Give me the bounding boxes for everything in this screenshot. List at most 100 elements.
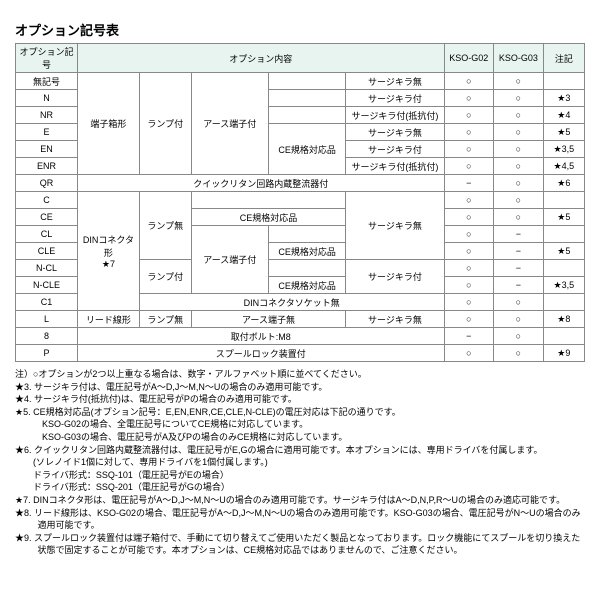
cell: E <box>16 124 78 141</box>
cell: DINコネクタソケット無 <box>139 294 444 311</box>
cell: N-CL <box>16 260 78 277</box>
cell: − <box>494 277 544 294</box>
cell: ランプ無 <box>139 311 191 328</box>
h-code: オプション記号 <box>16 44 78 73</box>
cell: サージキラ付(抵抗付) <box>346 107 444 124</box>
cell: ○ <box>444 243 494 260</box>
note: (ソレノイド1個に対して、専用ドライバを1個付属します。) <box>15 456 585 469</box>
note: ドライバ形式：SSQ-201（電圧記号がGの場合） <box>15 481 585 494</box>
cell: ★3 <box>543 90 584 107</box>
cell <box>543 260 584 277</box>
cell: CL <box>16 226 78 243</box>
cell: ○ <box>494 73 544 90</box>
h-g02: KSO-G02 <box>444 44 494 73</box>
note: ★5. CE規格対応品(オプション記号：E,EN,ENR,CE,CLE,N-CL… <box>15 406 585 419</box>
cell: ○ <box>444 124 494 141</box>
cell: ★3,5 <box>543 141 584 158</box>
h-g03: KSO-G03 <box>494 44 544 73</box>
cell <box>543 73 584 90</box>
cell: ★4 <box>543 107 584 124</box>
cell: ○ <box>494 192 544 209</box>
cell: CE規格対応品 <box>191 209 346 226</box>
cell: ランプ付 <box>139 260 191 294</box>
cell <box>543 294 584 311</box>
cell: CE規格対応品 <box>268 124 345 175</box>
cell: ○ <box>494 328 544 345</box>
cell: サージキラ無 <box>346 124 444 141</box>
cell: ○ <box>494 311 544 328</box>
note: 注）○オプションが2つ以上重なる場合は、数字・アルファベット順に並べてください。 <box>15 368 585 381</box>
cell: ★4,5 <box>543 158 584 175</box>
cell: CE規格対応品 <box>268 243 345 260</box>
h-note: 注記 <box>543 44 584 73</box>
cell: ENR <box>16 158 78 175</box>
note: ★8. リード線形は、KSO-G02の場合、電圧記号がA〜D,J〜M,N〜Uの場… <box>15 507 585 532</box>
cell: ○ <box>494 209 544 226</box>
cell: CLE <box>16 243 78 260</box>
cell <box>543 226 584 243</box>
cell: サージキラ無 <box>346 311 444 328</box>
cell: 端子箱形 <box>77 73 139 175</box>
cell: リード線形 <box>77 311 139 328</box>
cell: N-CLE <box>16 277 78 294</box>
cell: ランプ無 <box>139 192 191 260</box>
cell: アース端子無 <box>191 311 346 328</box>
cell: ○ <box>494 345 544 362</box>
cell: − <box>444 175 494 192</box>
cell: ○ <box>494 158 544 175</box>
cell: ○ <box>444 90 494 107</box>
cell: P <box>16 345 78 362</box>
note: ★7. DINコネクタ形は、電圧記号がA〜D,J〜M,N〜Uの場合のみ適用可能で… <box>15 494 585 507</box>
cell: L <box>16 311 78 328</box>
cell: サージキラ付 <box>346 90 444 107</box>
cell: − <box>494 226 544 243</box>
cell: ★3,5 <box>543 277 584 294</box>
note: KSO-G02の場合、全電圧記号についてCE規格に対応しています。 <box>15 418 585 431</box>
cell: アース端子付 <box>191 226 268 294</box>
cell: ○ <box>444 277 494 294</box>
note: ★4. サージキラ付(抵抗付)は、電圧記号がPの場合のみ適用可能です。 <box>15 393 585 406</box>
h-content: オプション内容 <box>77 44 444 73</box>
cell: ○ <box>494 107 544 124</box>
cell: ★5 <box>543 124 584 141</box>
cell: アース端子付 <box>191 73 268 175</box>
note: ★3. サージキラ付は、電圧記号がA〜D,J〜M,N〜Uの場合のみ適用可能です。 <box>15 381 585 394</box>
cell: クイックリタン回路内蔵整流器付 <box>77 175 444 192</box>
cell <box>543 328 584 345</box>
cell: ○ <box>444 192 494 209</box>
notes-block: 注）○オプションが2つ以上重なる場合は、数字・アルファベット順に並べてください。… <box>15 368 585 557</box>
cell: ★9 <box>543 345 584 362</box>
cell: ○ <box>494 175 544 192</box>
cell: ○ <box>494 294 544 311</box>
options-table: オプション記号 オプション内容 KSO-G02 KSO-G03 注記 無記号 端… <box>15 43 585 362</box>
cell: − <box>494 260 544 277</box>
cell: N <box>16 90 78 107</box>
cell: サージキラ付 <box>346 141 444 158</box>
cell: ランプ付 <box>139 73 191 175</box>
cell: C1 <box>16 294 78 311</box>
cell: サージキラ付(抵抗付) <box>346 158 444 175</box>
cell: 取付ボルト:M8 <box>77 328 444 345</box>
cell <box>543 192 584 209</box>
cell: ○ <box>444 260 494 277</box>
cell: DINコネクタ形 ★7 <box>77 192 139 311</box>
cell: ★5 <box>543 243 584 260</box>
cell: CE規格対応品 <box>268 277 345 294</box>
cell: − <box>444 328 494 345</box>
cell: ○ <box>494 90 544 107</box>
cell: NR <box>16 107 78 124</box>
cell: スプールロック装置付 <box>77 345 444 362</box>
cell: ★6 <box>543 175 584 192</box>
cell: C <box>16 192 78 209</box>
cell: ○ <box>444 107 494 124</box>
cell: − <box>494 243 544 260</box>
note: ★9. スプールロック装置付は端子箱付で、手動にて切り替えてご使用いただく製品と… <box>15 532 585 557</box>
cell: ★5 <box>543 209 584 226</box>
note: ドライバ形式：SSQ-101（電圧記号がEの場合） <box>15 469 585 482</box>
cell: ○ <box>444 141 494 158</box>
note: ★6. クイックリタン回路内蔵整流器付は、電圧記号がE,Gの場合に適用可能です。… <box>15 444 585 457</box>
cell: 無記号 <box>16 73 78 90</box>
cell: 8 <box>16 328 78 345</box>
cell: ○ <box>444 226 494 243</box>
cell: ○ <box>444 345 494 362</box>
